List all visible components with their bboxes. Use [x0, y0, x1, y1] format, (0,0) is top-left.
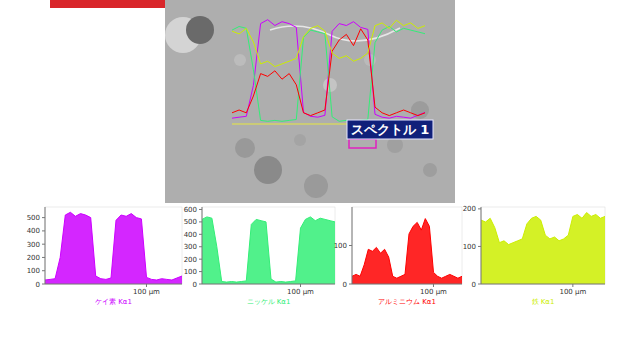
y-tick-label: 0 [343, 281, 347, 289]
x-tick-label: 100 μm [420, 288, 447, 296]
plot-area [45, 207, 182, 284]
y-tick [42, 270, 45, 271]
x-tick [433, 284, 434, 287]
profile-line [45, 212, 182, 280]
x-axis-label: アルミニウム Kα1 [378, 298, 436, 306]
image-feature [294, 134, 306, 146]
overlay-line [232, 20, 425, 119]
overlay-profiles [232, 20, 425, 122]
y-tick-label: 100 [334, 242, 347, 250]
series-group [45, 212, 182, 284]
line-panel: 0 100 200 100 μm 鉄 Kα1 [463, 205, 605, 306]
y-tick-label: 500 [27, 214, 40, 222]
figure: スペクトル 10100200300400500100 μmケイ素 Kα10100… [0, 0, 619, 346]
line-panel: 0 100 100 μm アルミニウム Kα1 [334, 207, 462, 306]
line-panel: 0 100 200 300 400 500 100 μmケイ素 Kα1 [27, 207, 182, 306]
image-feature [423, 163, 437, 177]
image-feature [235, 138, 255, 158]
overlay-line [232, 20, 425, 66]
profile-area [45, 212, 182, 284]
profile-area [202, 217, 335, 284]
y-axis [45, 207, 46, 284]
y-tick-label: 400 [27, 227, 40, 235]
profile-line [202, 217, 335, 282]
x-axis-label: ケイ素 Kα1 [95, 298, 132, 306]
x-tick-label: 100 μm [559, 288, 586, 296]
y-tick-label: 0 [193, 281, 197, 289]
image-bg [165, 0, 455, 203]
y-tick [199, 234, 202, 235]
profile-line [481, 213, 605, 245]
y-tick [42, 284, 45, 285]
image-feature [411, 101, 429, 119]
y-tick [42, 217, 45, 218]
y-tick-label: 0 [472, 281, 476, 289]
y-tick-label: 100 [463, 243, 476, 251]
image-feature [234, 54, 246, 66]
x-axis [202, 284, 335, 285]
x-tick-label: 100 μm [133, 288, 160, 296]
line-panel: 0 100 200 300 400 500 600 100 μm ニッケル Kα1 [184, 206, 335, 306]
x-tick [572, 284, 573, 287]
y-tick-label: 200 [27, 254, 40, 262]
y-tick [199, 246, 202, 247]
y-tick [42, 257, 45, 258]
x-axis-label: 鉄 Kα1 [532, 298, 555, 306]
y-tick [199, 209, 202, 210]
y-tick-label: 0 [36, 281, 40, 289]
spectrum-box [349, 139, 376, 148]
plot-area [202, 207, 335, 284]
y-tick [478, 246, 481, 247]
profile-line [352, 219, 462, 279]
y-tick-label: 500 [184, 218, 197, 226]
x-tick-label: 100 μm [287, 288, 314, 296]
y-tick-label: 100 [27, 267, 40, 275]
y-tick [349, 284, 352, 285]
sem-image [165, 0, 455, 203]
y-tick [349, 245, 352, 246]
series-group [352, 219, 462, 284]
y-tick [478, 284, 481, 285]
y-tick [42, 230, 45, 231]
profile-area [352, 219, 462, 284]
profile-area [481, 213, 605, 284]
image-feature [186, 16, 214, 44]
y-tick-label: 300 [27, 241, 40, 249]
x-axis [481, 284, 605, 285]
x-axis [352, 284, 462, 285]
x-axis [45, 284, 182, 285]
y-tick-label: 200 [463, 205, 476, 213]
y-tick-label: 200 [184, 256, 197, 264]
image-feature [254, 156, 282, 184]
y-tick [478, 208, 481, 209]
plot-area [481, 207, 605, 284]
x-tick [300, 284, 301, 287]
y-tick-label: 600 [184, 206, 197, 214]
y-axis [202, 207, 203, 284]
plot-area [352, 207, 462, 284]
x-tick [146, 284, 147, 287]
y-tick-label: 100 [184, 268, 197, 276]
image-feature [304, 174, 328, 198]
y-tick [199, 221, 202, 222]
label-bg [347, 120, 433, 139]
y-tick [199, 271, 202, 272]
spectrum-label: スペクトル 1 [351, 122, 430, 137]
y-axis [481, 207, 482, 284]
y-tick [42, 244, 45, 245]
y-tick [199, 259, 202, 260]
series-group [202, 217, 335, 284]
x-axis-label: ニッケル Kα1 [247, 298, 291, 306]
y-tick [199, 284, 202, 285]
y-tick-label: 400 [184, 231, 197, 239]
y-tick-label: 300 [184, 243, 197, 251]
series-group [481, 213, 605, 284]
